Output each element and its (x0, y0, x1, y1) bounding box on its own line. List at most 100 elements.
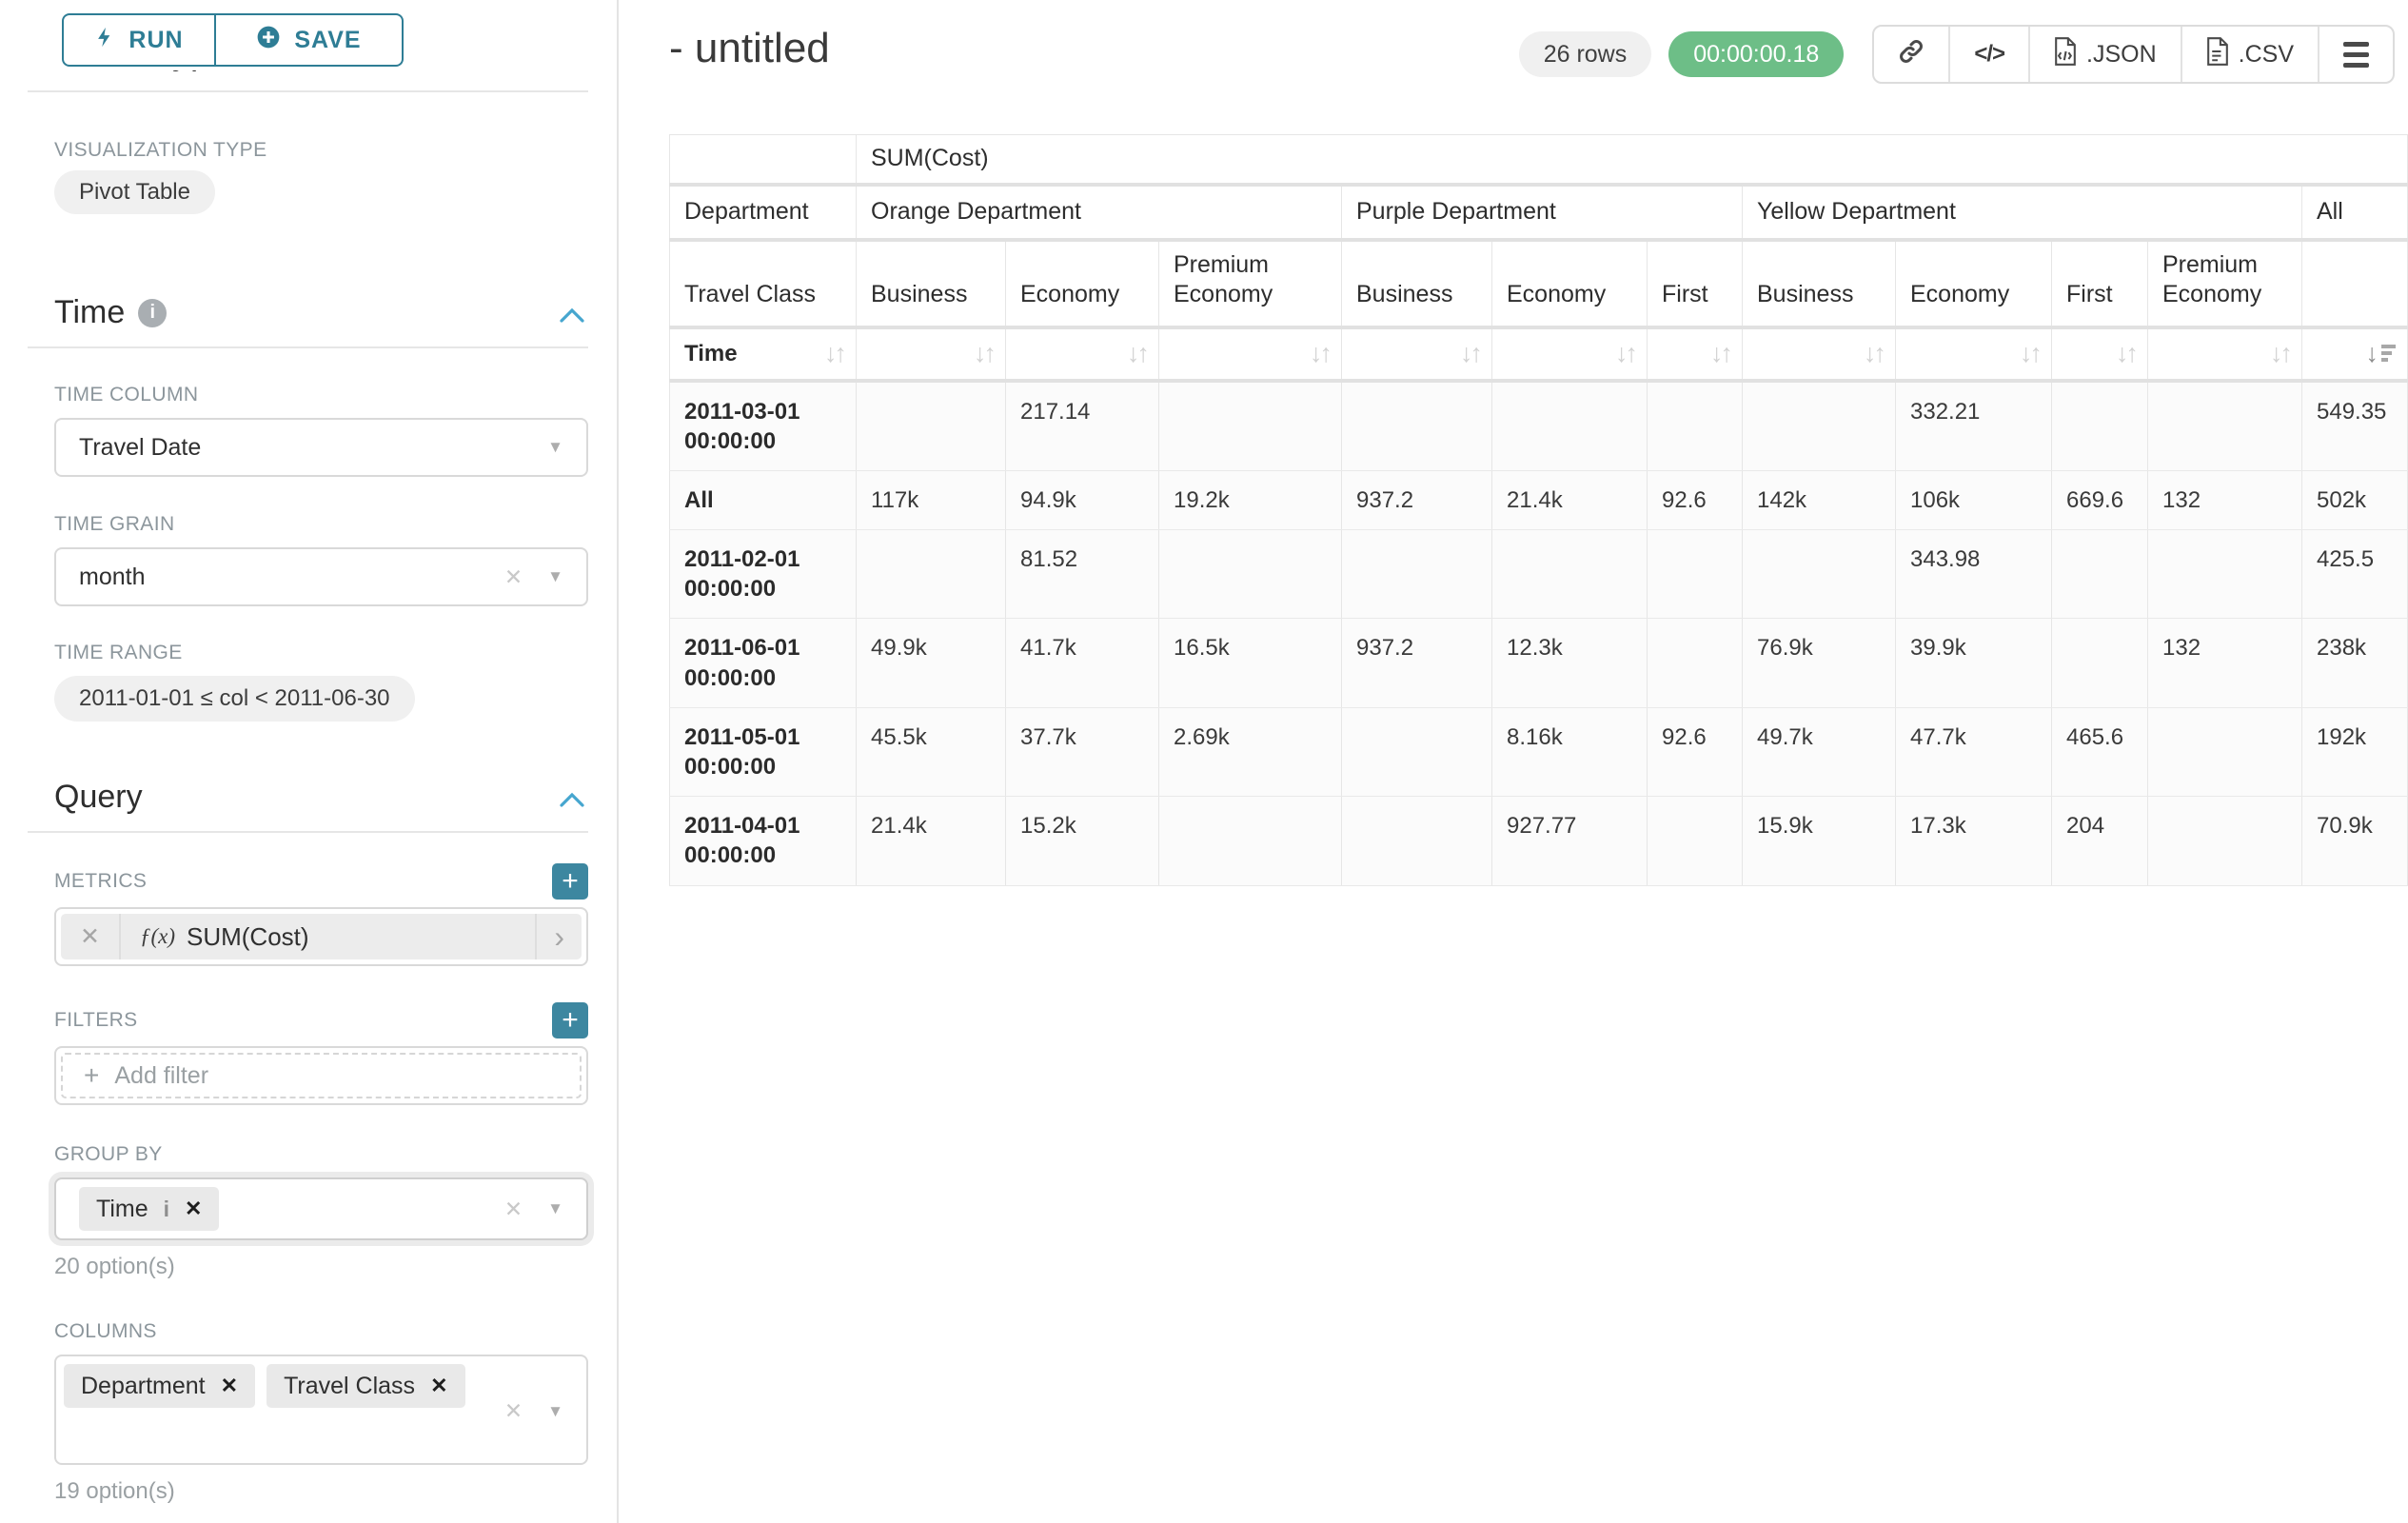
pivot-sort-cell[interactable]: ↓↑ (1896, 327, 2052, 381)
time-grain-select[interactable]: month ✕ ▼ (54, 547, 588, 606)
pivot-value-cell: 39.9k (1896, 619, 2052, 707)
pivot-corner-cell (670, 135, 857, 185)
pivot-value-cell: 92.6 (1648, 470, 1743, 529)
run-save-toolbar: RUN SAVE (0, 0, 617, 70)
sort-icon[interactable]: ↓↑ (1460, 339, 1480, 368)
add-filter-plus-button[interactable]: + (552, 1002, 588, 1038)
info-icon: i (138, 299, 167, 327)
pivot-sort-cell[interactable]: ↓↑ (1006, 327, 1159, 381)
clear-icon[interactable]: ✕ (504, 564, 523, 590)
pivot-sort-cell[interactable]: ↓↑ (1492, 327, 1648, 381)
pivot-sort-row: Time↓↑↓↑↓↑↓↑↓↑↓↑↓↑↓↑↓↑↓↑↓↑↓ (670, 327, 2408, 381)
caret-down-icon[interactable]: ▼ (547, 1199, 563, 1218)
embed-code-button[interactable]: </> (1948, 27, 2028, 82)
pivot-value-cell: 217.14 (1006, 381, 1159, 471)
time-section-header[interactable]: Time i (54, 294, 588, 331)
pivot-value-cell (2148, 707, 2302, 796)
save-button[interactable]: SAVE (216, 13, 404, 67)
pivot-value-cell (1159, 381, 1342, 471)
pivot-sort-cell[interactable]: ↓↑ (2052, 327, 2148, 381)
pivot-value-cell: 16.5k (1159, 619, 1342, 707)
columns-select[interactable]: Department ✕ Travel Class ✕ ✕ ▼ (54, 1355, 588, 1465)
pivot-value-cell: 70.9k (2302, 797, 2408, 885)
tag-close-icon[interactable]: ✕ (185, 1197, 202, 1221)
pivot-value-cell: 45.5k (857, 707, 1006, 796)
pivot-value-cell (1492, 381, 1648, 471)
sort-icon[interactable]: ↓↑ (974, 339, 994, 368)
tag-close-icon[interactable]: ✕ (430, 1374, 447, 1398)
pivot-row-label: 2011-02-01 00:00:00 (670, 530, 857, 619)
chart-panel: - untitled 26 rows 00:00:00.18 </> (619, 0, 2408, 1523)
pivot-value-cell: 21.4k (1492, 470, 1648, 529)
add-filter-button[interactable]: + Add filter (61, 1053, 582, 1098)
clear-icon[interactable]: ✕ (504, 1398, 523, 1424)
pivot-value-cell (1342, 797, 1492, 885)
pivot-sort-cell[interactable]: ↓ (2302, 327, 2408, 381)
sort-icon[interactable]: ↓↑ (824, 339, 844, 368)
pivot-table-container: SUM(Cost)DepartmentOrange DepartmentPurp… (669, 134, 2408, 886)
time-column-label: TIME COLUMN (54, 384, 588, 406)
pivot-value-cell: 8.16k (1492, 707, 1648, 796)
sort-icon[interactable]: ↓↑ (1710, 339, 1730, 368)
metric-name: SUM(Cost) (187, 922, 309, 952)
group-by-hint: 20 option(s) (54, 1254, 588, 1280)
code-icon: </> (1974, 41, 2004, 68)
sort-icon[interactable]: ↓↑ (2116, 339, 2136, 368)
caret-down-icon[interactable]: ▼ (547, 1402, 563, 1421)
time-range-label: TIME RANGE (54, 642, 588, 664)
caret-down-icon[interactable]: ▼ (547, 567, 563, 586)
add-metric-button[interactable]: + (552, 863, 588, 900)
chevron-up-icon[interactable] (560, 779, 584, 816)
tag-info-icon[interactable]: i (164, 1197, 169, 1222)
pivot-sort-cell[interactable]: ↓↑ (1743, 327, 1896, 381)
pivot-sort-cell[interactable]: ↓↑ (1648, 327, 1743, 381)
pivot-data-row: 2011-06-01 00:00:0049.9k41.7k16.5k937.21… (670, 619, 2408, 707)
pivot-data-row: 2011-03-01 00:00:00217.14332.21549.35 (670, 381, 2408, 471)
viz-type-pill[interactable]: Pivot Table (54, 170, 215, 214)
clear-icon[interactable]: ✕ (504, 1197, 523, 1222)
pivot-value-cell: 937.2 (1342, 619, 1492, 707)
chevron-up-icon[interactable] (560, 294, 584, 331)
sort-icon[interactable]: ↓↑ (1615, 339, 1635, 368)
more-menu-button[interactable] (2318, 27, 2393, 82)
tag-close-icon[interactable]: ✕ (221, 1374, 238, 1398)
sort-icon[interactable]: ↓↑ (2020, 339, 2040, 368)
pivot-value-cell: 238k (2302, 619, 2408, 707)
pivot-value-cell (1648, 619, 1743, 707)
sort-icon[interactable]: ↓↑ (1310, 339, 1330, 368)
sort-icon[interactable]: ↓↑ (2270, 339, 2290, 368)
caret-down-icon[interactable]: ▼ (547, 438, 563, 457)
sort-descending-icon[interactable]: ↓ (2366, 341, 2397, 366)
viz-type-label: VISUALIZATION TYPE (54, 139, 588, 162)
page-title[interactable]: - untitled (669, 25, 830, 72)
pivot-sort-time-cell[interactable]: Time↓↑ (670, 327, 857, 381)
pivot-column-header: First (2052, 240, 2148, 327)
pivot-value-cell (1743, 530, 1896, 619)
pivot-value-cell: 132 (2148, 619, 2302, 707)
remove-metric-icon[interactable]: ✕ (61, 914, 121, 959)
run-button[interactable]: RUN (62, 13, 216, 67)
time-column-select[interactable]: Travel Date ▼ (54, 418, 588, 477)
chevron-right-icon[interactable]: › (535, 914, 582, 959)
pivot-value-cell (1648, 797, 1743, 885)
sort-icon[interactable]: ↓↑ (1864, 339, 1884, 368)
query-section-header[interactable]: Query (54, 779, 588, 816)
pivot-sort-cell[interactable]: ↓↑ (857, 327, 1006, 381)
export-csv-button[interactable]: .CSV (2181, 27, 2318, 82)
group-by-select[interactable]: Time i ✕ ✕ ▼ (54, 1177, 588, 1240)
columns-tag: Travel Class ✕ (266, 1364, 464, 1408)
pivot-value-cell (2052, 530, 2148, 619)
sort-icon[interactable]: ↓↑ (1127, 339, 1147, 368)
pivot-sort-cell[interactable]: ↓↑ (2148, 327, 2302, 381)
copy-link-button[interactable] (1874, 27, 1948, 82)
pivot-sort-cell[interactable]: ↓↑ (1342, 327, 1492, 381)
pivot-value-cell: 17.3k (1896, 797, 2052, 885)
metric-chip[interactable]: ✕ ƒ(x) SUM(Cost) › (61, 914, 582, 959)
pivot-data-row: 2011-02-01 00:00:0081.52343.98425.5 (670, 530, 2408, 619)
pivot-sort-cell[interactable]: ↓↑ (1159, 327, 1342, 381)
pivot-column-header (2302, 240, 2408, 327)
export-json-button[interactable]: .JSON (2028, 27, 2181, 82)
pivot-value-cell: 465.6 (2052, 707, 2148, 796)
time-range-pill[interactable]: 2011-01-01 ≤ col < 2011-06-30 (54, 676, 415, 722)
divider (28, 90, 588, 92)
